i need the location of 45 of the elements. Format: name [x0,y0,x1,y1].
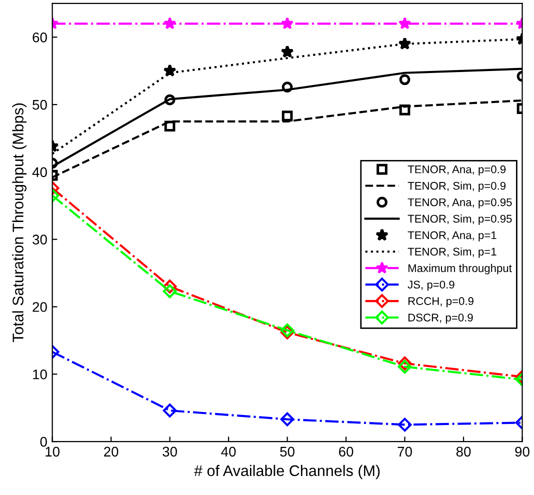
legend-label: Maximum throughput [408,264,512,274]
y-tick-label: 60 [32,32,47,42]
point [282,110,293,122]
point [280,412,294,426]
legend-label: TENOR, Ana, p=1 [408,231,496,242]
point [164,120,176,132]
legend-label: RCCH, p=0.9 [408,297,474,308]
x-tick-label: 10 [46,446,60,457]
point [163,17,176,30]
y-tick-label: 40 [32,167,47,178]
y-tick-label: 0 [40,436,47,447]
point [162,404,177,418]
x-tick-label: 40 [221,446,236,457]
y-tick-label: 10 [33,369,47,380]
point [398,17,412,30]
point [282,82,293,92]
legend-label: TENOR, Ana, p=0.95 [408,198,512,208]
x-axis-title: # of Available Channels (M) [194,464,380,480]
legend-label: DSCR, p=0.9 [408,314,473,324]
point [164,94,176,106]
point [162,280,177,294]
x-tick-label: 20 [104,446,118,457]
x-tick-label: 30 [162,446,177,457]
point [280,45,294,58]
y-axis-title: Total Saturation Throughput (Mbps) [12,103,26,342]
y-tick-label: 50 [32,100,47,110]
point [398,356,412,370]
legend-label: JS, p=0.9 [408,280,454,291]
x-tick-label: 60 [339,446,354,457]
y-tick-label: 30 [32,234,47,245]
point [398,360,412,374]
x-tick-label: 90 [515,446,530,457]
x-tick-label: 70 [398,446,412,457]
legend-label: TENOR, Sim, p=0.9 [408,182,506,192]
legend-label: TENOR, Ana, p=0.9 [408,165,506,176]
point [399,74,410,86]
x-tick-label: 80 [456,446,471,457]
point [280,17,294,30]
y-tick-label: 20 [32,302,47,312]
legend-label: TENOR, Sim, p=1 [408,247,496,258]
point [399,104,410,116]
x-tick-label: 50 [280,446,294,457]
point [398,418,412,432]
point [162,284,177,298]
legend-label: TENOR, Sim, p=0.95 [408,214,512,225]
